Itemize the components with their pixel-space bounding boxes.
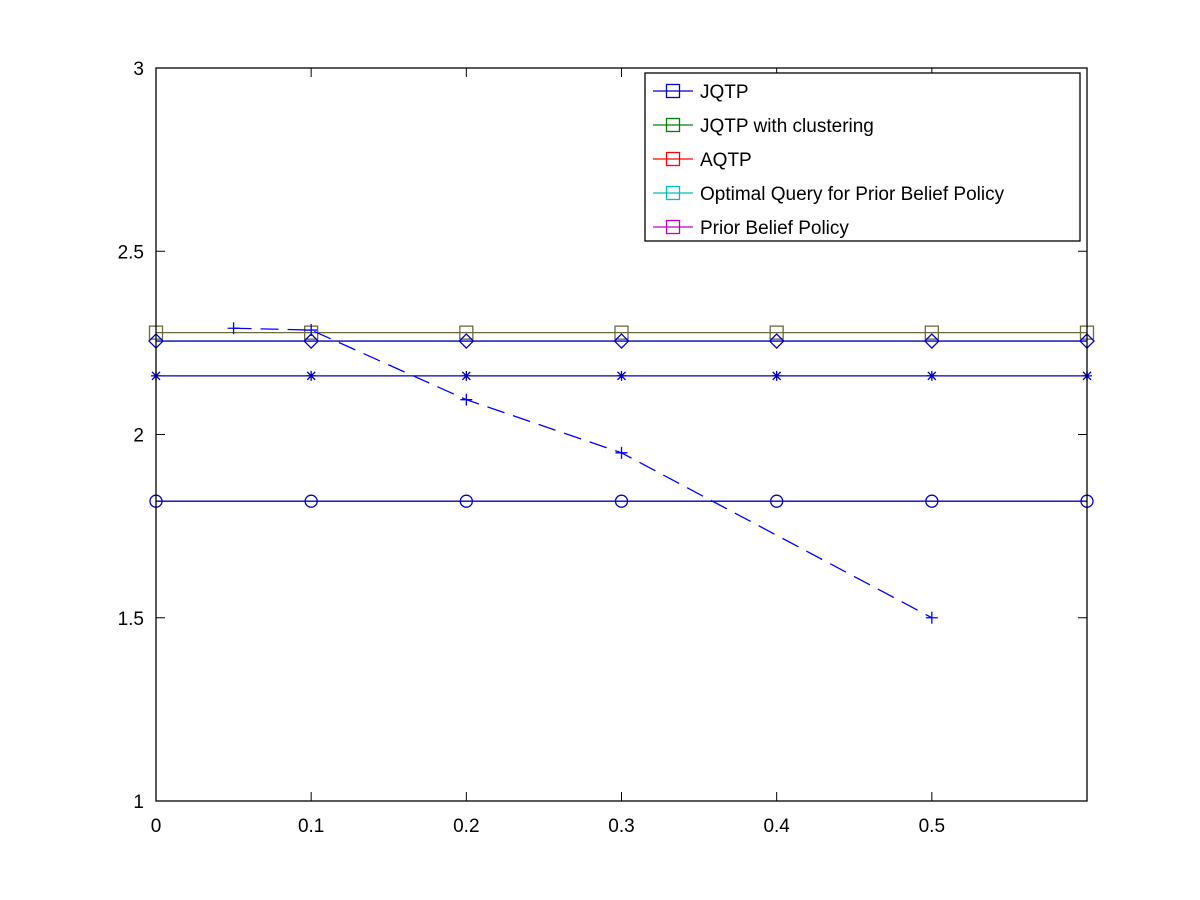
- legend-square-marker: [665, 185, 681, 201]
- axis-ticks: 0 0.1 0.2 0.3 0.4 0.5 1 1.5 2 2.5 3: [118, 59, 1087, 837]
- data-point: [770, 494, 784, 508]
- data-point: [303, 333, 320, 349]
- y-tick-label: 2.5: [118, 242, 144, 263]
- legend-square-marker: [665, 83, 681, 99]
- legend-item: Optimal Query for Prior Belief Policy: [653, 184, 1005, 205]
- data-point: [614, 494, 629, 508]
- x-tick-label: 0.4: [763, 816, 790, 837]
- legend-label: AQTP: [700, 150, 752, 171]
- x-tick-label: 0.2: [453, 816, 479, 837]
- series-circle: [149, 494, 1094, 508]
- legend-label: Optimal Query for Prior Belief Policy: [700, 184, 1005, 205]
- data-point: [460, 393, 473, 406]
- series-layer: [148, 322, 1095, 624]
- data-point: [227, 322, 240, 335]
- data-point: [459, 494, 473, 508]
- legend: JQTP JQTP with clustering AQTP Optimal Quer…: [644, 72, 1081, 242]
- data-point: [924, 325, 939, 340]
- legend-box: [644, 72, 1081, 242]
- y-tick-label: 1: [133, 792, 144, 813]
- data-point: [926, 370, 937, 381]
- series-line: [233, 327, 933, 619]
- data-point: [925, 494, 939, 508]
- data-point: [923, 333, 940, 349]
- data-point: [613, 333, 630, 349]
- data-point: [615, 446, 628, 459]
- legend-item: JQTP with clustering: [653, 116, 874, 137]
- series-square: [148, 325, 1095, 340]
- data-point: [614, 325, 629, 340]
- data-point: [458, 333, 475, 349]
- data-point: [305, 324, 318, 337]
- legend-square-marker: [665, 117, 681, 133]
- y-tick-label: 2: [133, 426, 144, 447]
- legend-square-marker: [665, 151, 681, 167]
- legend-label: JQTP with clustering: [700, 116, 874, 137]
- y-tick-label: 1.5: [118, 609, 144, 630]
- x-tick-label: 0.5: [919, 816, 945, 837]
- legend-item: Prior Belief Policy: [653, 218, 849, 239]
- series-asterisk: [151, 370, 1092, 381]
- legend-label: Prior Belief Policy: [700, 218, 849, 239]
- legend-item: JQTP: [653, 82, 749, 103]
- x-tick-label: 0.1: [298, 816, 324, 837]
- data-point: [616, 370, 627, 381]
- data-point: [461, 370, 472, 381]
- legend-square-marker: [665, 219, 681, 235]
- data-point: [306, 370, 317, 381]
- data-point: [304, 494, 318, 508]
- legend-item: AQTP: [653, 150, 752, 171]
- legend-label: JQTP: [700, 82, 749, 103]
- data-point: [768, 333, 785, 349]
- x-tick-label: 0.3: [608, 816, 634, 837]
- data-point: [769, 325, 784, 340]
- data-point: [771, 370, 782, 381]
- data-point: [925, 611, 938, 624]
- data-point: [459, 325, 474, 340]
- series-diamond: [148, 333, 1095, 349]
- x-tick-label: 0: [151, 816, 162, 837]
- y-tick-label: 3: [133, 59, 144, 80]
- series-plus: [227, 322, 938, 624]
